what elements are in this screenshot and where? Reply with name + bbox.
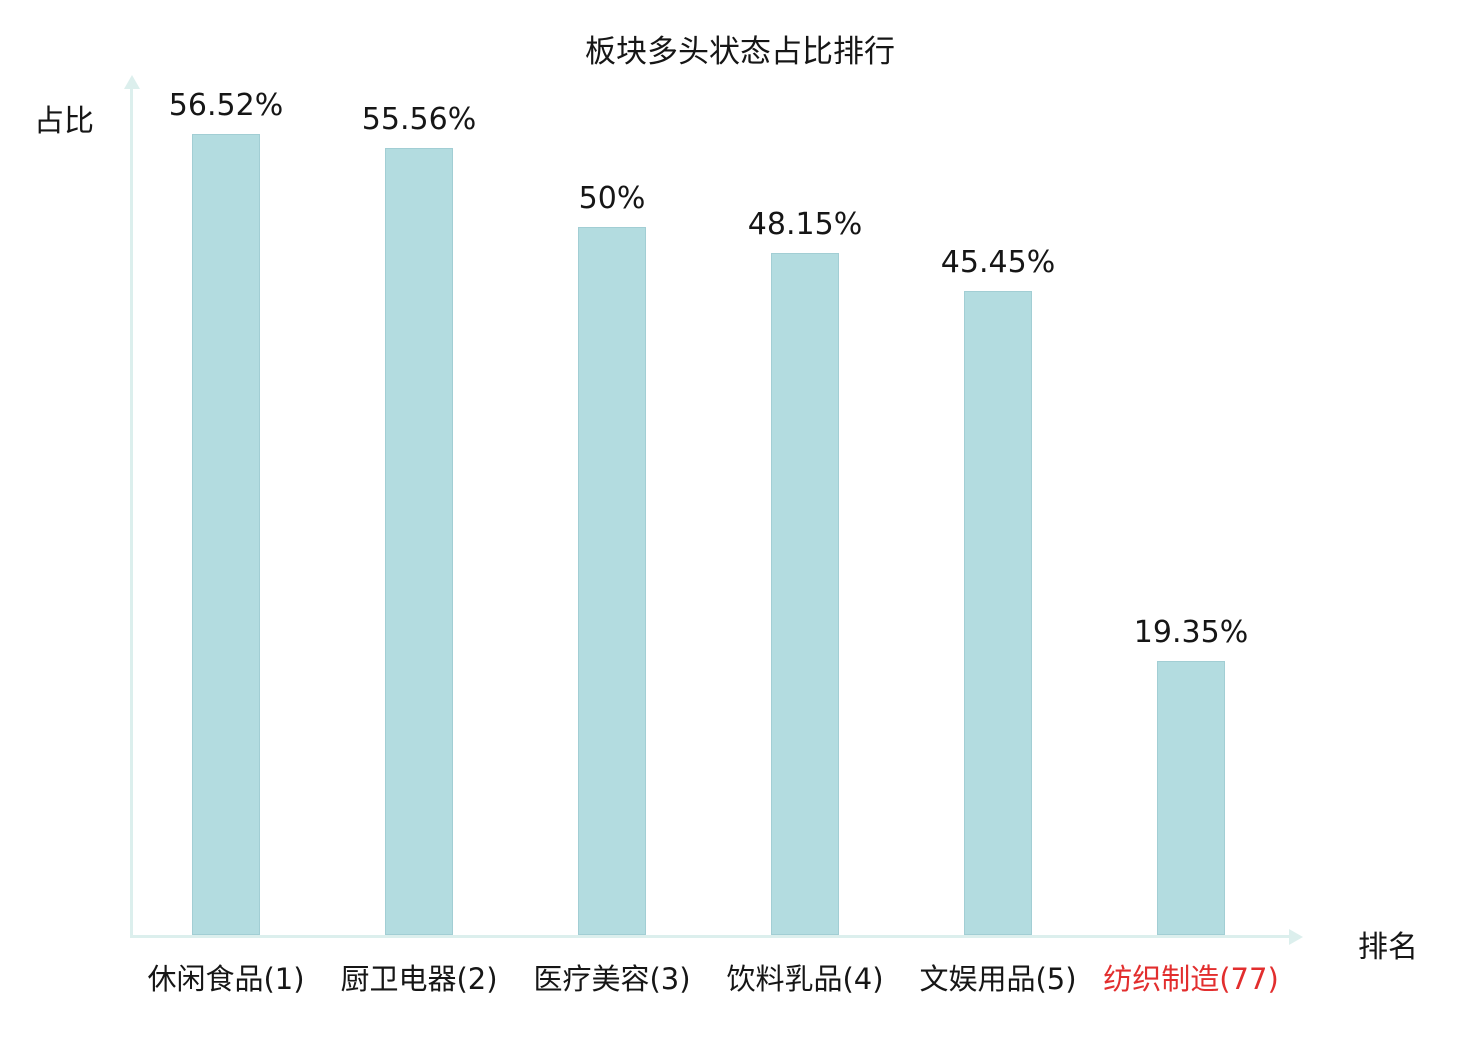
chart-title: 板块多头状态占比排行 — [585, 34, 895, 70]
y-axis-line — [130, 88, 133, 938]
category-label: 纺织制造(77) — [1103, 962, 1279, 996]
bar-value-label: 55.56% — [361, 102, 477, 137]
category-label: 休闲食品(1) — [147, 962, 305, 996]
category-label: 医疗美容(3) — [533, 962, 691, 996]
bar — [771, 253, 839, 935]
bar — [578, 227, 646, 935]
bar-value-label: 56.52% — [168, 88, 284, 123]
category-label: 饮料乳品(4) — [726, 962, 884, 996]
plot-area: 56.52% 休闲食品(1) 55.56% 厨卫电器(2) 50% 医疗美容(3) 48.1… — [124, 75, 1303, 996]
x-axis-arrow-icon — [1289, 929, 1303, 945]
bar-value-label: 45.45% — [940, 245, 1056, 280]
bar-value-label: 48.15% — [747, 207, 863, 242]
bar — [1157, 661, 1225, 935]
bar — [964, 291, 1032, 935]
category-label: 厨卫电器(2) — [340, 962, 498, 996]
x-axis-title: 排名 — [1358, 930, 1418, 965]
x-axis-line — [130, 935, 1290, 938]
bar-value-label: 19.35% — [1133, 615, 1249, 650]
bar — [192, 134, 260, 935]
category-label: 文娱用品(5) — [919, 962, 1077, 996]
y-axis-arrow-icon — [124, 75, 140, 89]
bar — [385, 148, 453, 935]
y-axis-title: 占比 — [34, 104, 94, 139]
bar-value-label: 50% — [578, 181, 646, 216]
